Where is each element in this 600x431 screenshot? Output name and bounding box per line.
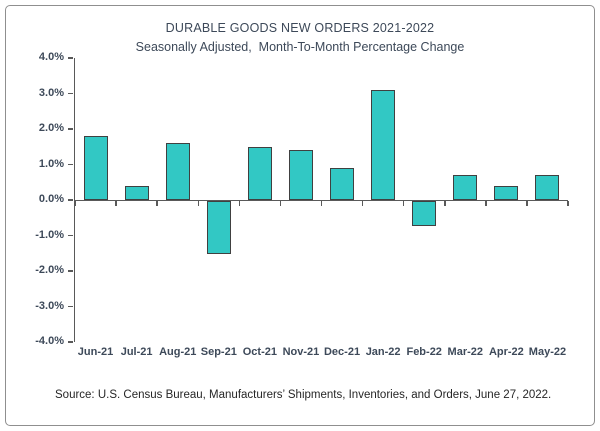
bar (247, 146, 272, 200)
bar (124, 185, 149, 200)
bar (412, 201, 437, 226)
y-axis-tick (68, 199, 73, 201)
x-axis-tick (197, 201, 199, 206)
x-axis-tick (526, 201, 528, 206)
x-axis-label: Mar-22 (447, 346, 484, 358)
x-axis-tick (320, 201, 323, 206)
source-note: Source: U.S. Census Bureau, Manufacturer… (55, 389, 552, 401)
x-axis-tick (238, 201, 241, 206)
chart-outer-border (5, 5, 595, 426)
chart-subtitle: Seasonally Adjusted, Month-To-Month Perc… (135, 40, 465, 54)
y-axis-tick (68, 341, 73, 343)
bar (206, 201, 231, 255)
x-axis-label: Feb-22 (406, 346, 442, 358)
x-axis-zero-line (73, 199, 568, 201)
x-axis-label: Jun-21 (77, 346, 114, 358)
x-axis-label: Aug-21 (159, 346, 197, 358)
y-axis-label: -1.0% (35, 228, 64, 241)
x-axis-tick (156, 201, 158, 206)
y-axis-label: -4.0% (35, 335, 64, 347)
y-axis-tick (68, 270, 73, 272)
bar (535, 175, 560, 200)
x-axis-tick (485, 201, 487, 206)
x-axis-label: Jan-22 (365, 346, 401, 358)
x-axis-tick (444, 201, 446, 206)
bar (165, 143, 190, 200)
y-axis-tick (68, 57, 73, 59)
x-axis-label: May-22 (528, 346, 567, 358)
bar (494, 185, 519, 200)
x-axis-label: Jul-21 (120, 346, 153, 358)
bar (453, 175, 478, 200)
bar (330, 168, 355, 200)
y-axis-tick (68, 234, 73, 237)
x-axis-tick (402, 201, 405, 206)
y-axis-label: 0.0% (38, 193, 64, 205)
y-axis-tick (68, 305, 73, 308)
chart-title: DURABLE GOODS NEW ORDERS 2021-2022 (165, 21, 435, 35)
y-axis-label: 4.0% (38, 51, 64, 63)
x-axis-label: Sep-21 (200, 346, 237, 358)
y-axis-tick (68, 163, 73, 166)
y-axis-label: -3.0% (35, 299, 64, 312)
y-axis-tick (68, 128, 73, 130)
x-axis-tick (279, 201, 282, 206)
x-axis-tick (115, 201, 117, 206)
y-axis-label: 1.0% (38, 157, 64, 170)
x-axis-label: Dec-21 (323, 346, 361, 358)
x-axis-label: Nov-21 (282, 346, 320, 358)
bar (83, 136, 108, 200)
y-axis-label: -2.0% (35, 264, 64, 276)
x-axis-label: Apr-22 (488, 346, 524, 358)
x-axis-tick (567, 201, 569, 206)
y-axis-tick (68, 92, 73, 95)
bar (371, 89, 396, 200)
x-axis-tick (74, 201, 76, 206)
bar (288, 150, 313, 200)
x-axis-tick (361, 201, 364, 206)
x-axis-label: Oct-21 (242, 346, 277, 358)
y-axis-label: 3.0% (38, 86, 64, 99)
y-axis-label: 2.0% (38, 122, 64, 134)
